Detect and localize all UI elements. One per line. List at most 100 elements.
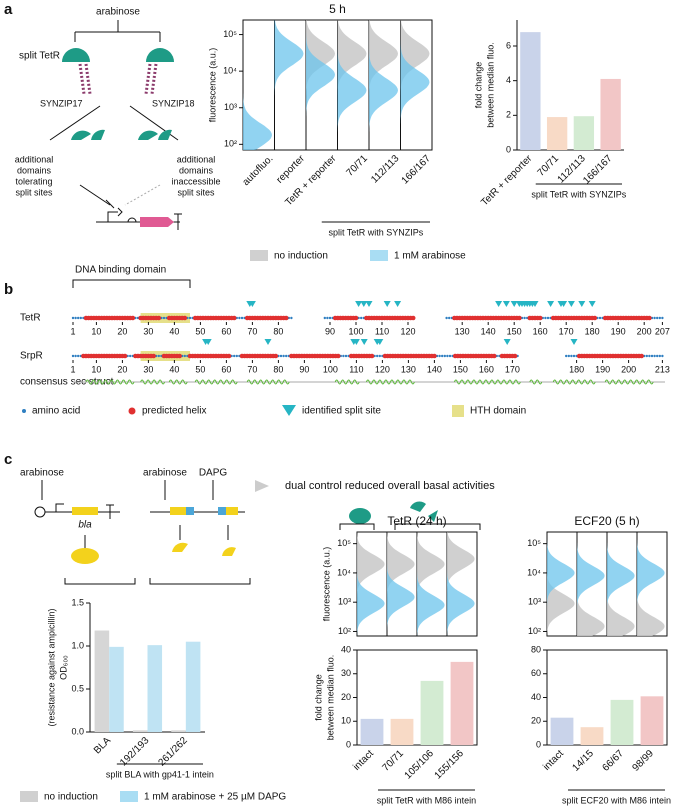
y-axis-label: fluorescence (a.u.) xyxy=(207,48,217,123)
y-tick-label: 10⁵ xyxy=(337,538,351,548)
distribution xyxy=(547,565,575,636)
helix xyxy=(83,315,136,321)
chart-title: 5 h xyxy=(329,2,346,16)
bar xyxy=(450,661,474,745)
y-tick-label: 40 xyxy=(531,692,541,702)
helix xyxy=(161,353,182,359)
x-tick-label: 30 xyxy=(143,364,153,374)
y-tick-label: 10⁴ xyxy=(223,66,237,76)
consensus-helix xyxy=(194,379,238,385)
helix-residue xyxy=(592,315,598,321)
distribution xyxy=(274,20,304,102)
bar xyxy=(520,32,541,151)
x-tick-label: intact xyxy=(351,748,376,773)
x-tick-label: TetR + reporter xyxy=(479,153,535,209)
x-tick-label: 160 xyxy=(533,326,548,336)
y-axis-label: OD₆₀₀ xyxy=(58,655,68,680)
consensus-helix xyxy=(604,379,654,385)
x-tick-label: 213 xyxy=(655,364,670,374)
x-tick-label: 180 xyxy=(569,364,584,374)
amino-acid xyxy=(290,316,293,320)
group-label: split BLA with gp41-1 intein xyxy=(106,769,214,779)
distribution xyxy=(369,20,398,102)
protein-label: split TetR xyxy=(19,51,60,62)
x-tick-label: 98/99 xyxy=(631,748,657,774)
bar xyxy=(610,699,634,745)
helix-residue xyxy=(231,315,237,321)
amino-acid xyxy=(653,354,656,358)
bar xyxy=(94,630,110,732)
bar xyxy=(132,730,148,732)
legend-label: identified split site xyxy=(302,406,381,417)
x-tick-label: BLA xyxy=(92,735,113,756)
helix xyxy=(364,315,416,321)
amino-acid xyxy=(656,316,659,320)
consensus-helix xyxy=(529,379,543,385)
y-tick-label: 0.5 xyxy=(71,683,84,693)
inducer: arabinose xyxy=(143,468,187,479)
helix xyxy=(452,353,497,359)
y-tick-label: 0 xyxy=(346,739,351,749)
split-site xyxy=(248,301,256,307)
legend-label: 1 mM arabinose + 25 µM DAPG xyxy=(144,792,286,803)
distribution xyxy=(447,532,475,598)
distribution xyxy=(357,565,385,636)
outcome-label: tolerating xyxy=(15,176,52,186)
split-site xyxy=(495,301,503,307)
bar xyxy=(109,646,124,732)
amino-acid xyxy=(445,316,448,320)
outcome-label: additional xyxy=(15,154,54,164)
y-tick-label: 10⁴ xyxy=(527,567,541,577)
distribution xyxy=(400,20,430,102)
distribution xyxy=(637,534,665,611)
distribution xyxy=(243,87,272,150)
x-tick-label: 80 xyxy=(273,364,283,374)
y-tick-label: 80 xyxy=(531,644,541,654)
distribution xyxy=(417,566,445,636)
y-tick-label: 10² xyxy=(338,626,351,636)
helix-residue xyxy=(537,315,543,321)
split-site xyxy=(531,301,539,307)
amino-acid xyxy=(129,354,132,358)
y-tick-label: 30 xyxy=(341,668,351,678)
x-tick-label: 190 xyxy=(595,364,610,374)
distribution xyxy=(306,27,335,123)
helix xyxy=(81,353,128,359)
x-tick-label: 166/167 xyxy=(581,153,615,187)
group-label: split TetR with SYNZIPs xyxy=(531,189,626,199)
amino-acid xyxy=(285,354,288,358)
split-site xyxy=(503,339,511,345)
legend-label: no induction xyxy=(274,251,328,262)
distribution xyxy=(577,588,605,636)
amino-acid xyxy=(570,354,573,358)
outcome-label: split sites xyxy=(177,187,215,197)
helix-residue xyxy=(517,315,522,321)
legend-swatch xyxy=(370,250,388,261)
amino-acid xyxy=(282,354,285,358)
amino-acid xyxy=(544,316,547,320)
x-tick-label: autofluo. xyxy=(241,153,276,188)
y-tick-label: 1.0 xyxy=(71,640,84,650)
split-site xyxy=(360,339,368,345)
helix xyxy=(348,353,375,359)
distribution xyxy=(607,588,635,636)
distribution xyxy=(387,558,415,636)
distribution xyxy=(447,565,475,636)
x-tick-label: 90 xyxy=(299,364,309,374)
distribution xyxy=(577,537,605,614)
panel-label: c xyxy=(4,451,12,468)
helix-residue xyxy=(151,353,156,359)
x-tick-label: 66/67 xyxy=(601,748,627,774)
inducer: arabinose xyxy=(20,468,64,479)
x-tick-label: 200 xyxy=(621,364,636,374)
amino-acid xyxy=(323,316,326,320)
split-site xyxy=(376,339,384,345)
chart-title: ECF20 (5 h) xyxy=(574,514,639,528)
split-site xyxy=(264,339,272,345)
amino-acid xyxy=(661,316,664,320)
amino-acid xyxy=(183,354,186,358)
y-tick-label: 10⁴ xyxy=(337,567,351,577)
x-tick-label: 50 xyxy=(195,364,205,374)
split-site xyxy=(570,339,578,345)
bar xyxy=(640,696,664,745)
